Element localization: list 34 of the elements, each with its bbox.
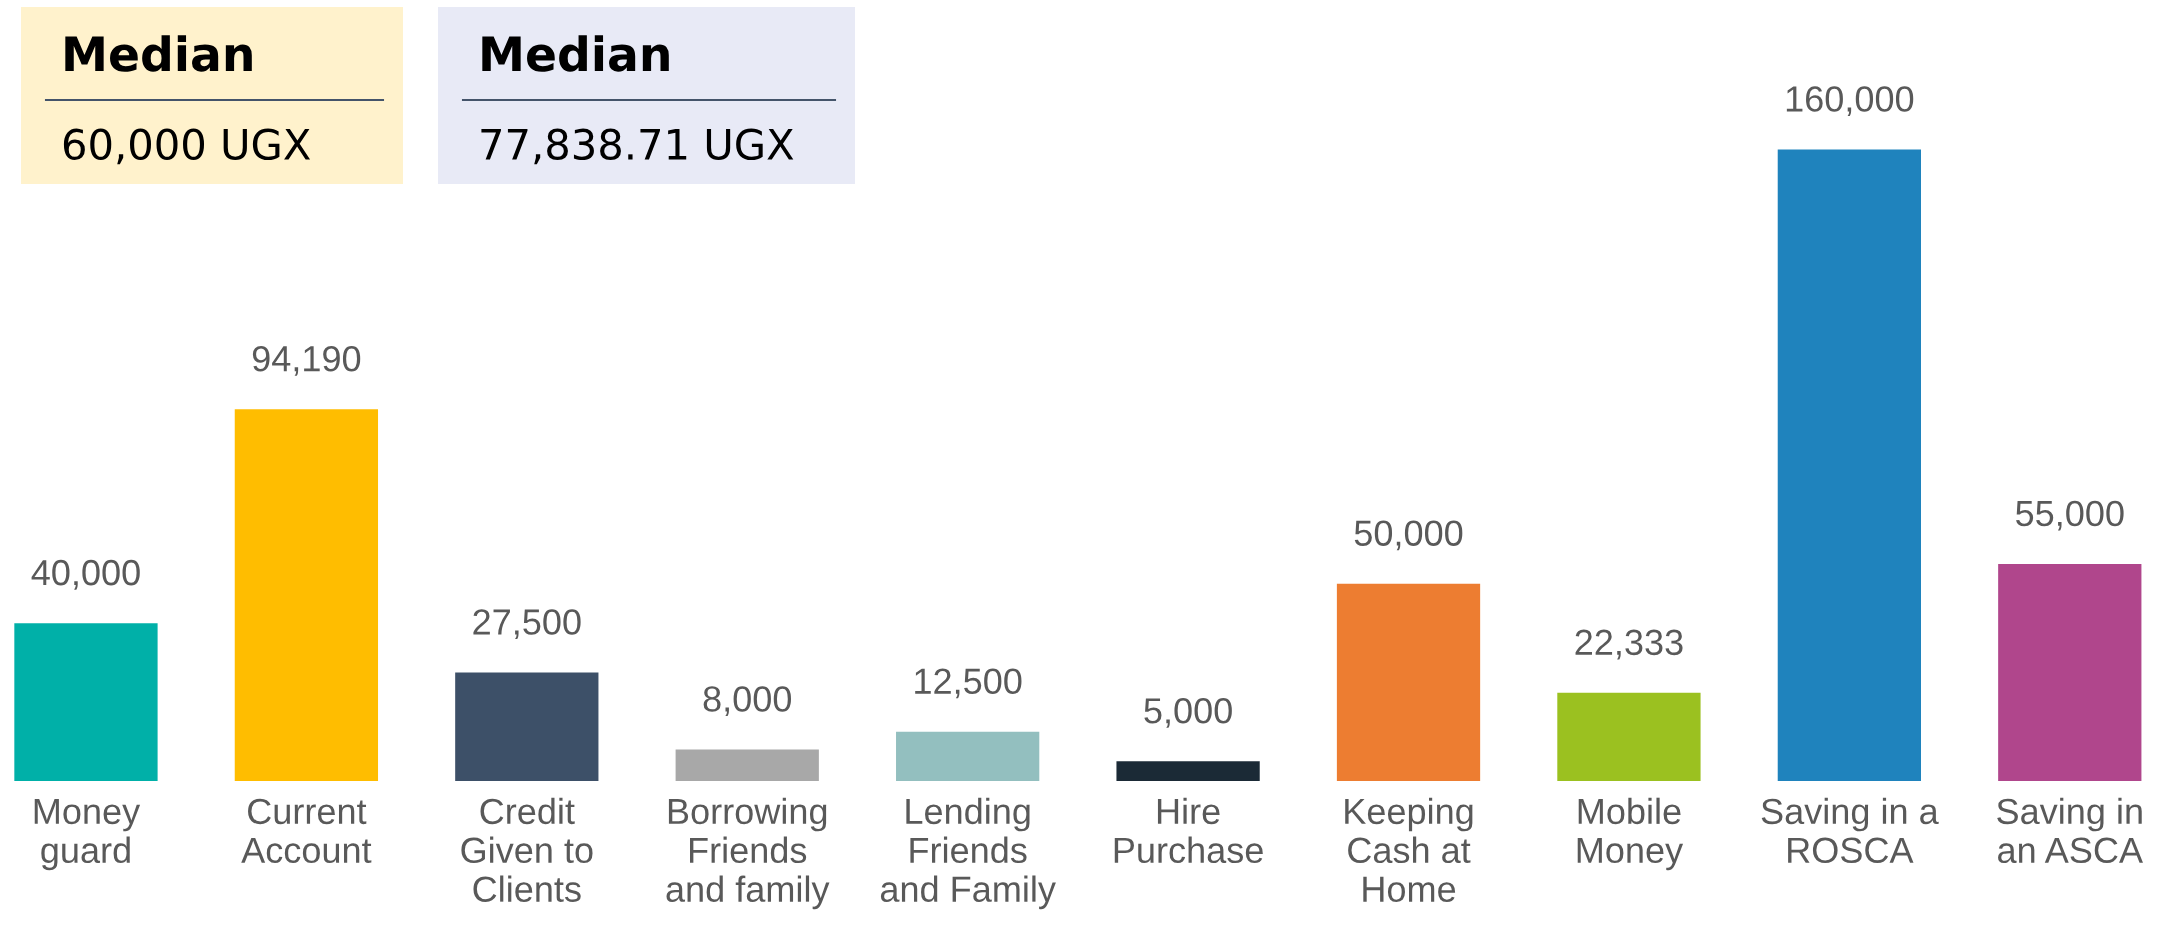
x-tick-label: Saving in an ASCA	[1997, 797, 2143, 864]
x-tick-label: Mobile Money	[1577, 797, 1684, 871]
annotation: 77,838.71 UGX	[481, 128, 794, 165]
x-tick-label: Current Account	[241, 798, 372, 864]
data-label: 12,500	[915, 668, 1022, 699]
x-tick-label: Money guard	[34, 799, 141, 871]
x-tick-label: Saving in a ROSCA	[1761, 797, 1939, 864]
x-tick-label: Hire Purchase	[1114, 797, 1263, 864]
x-tick-label: Borrowing Friends and family	[666, 797, 830, 910]
bar	[234, 409, 379, 782]
data-label: 55,000	[2016, 500, 2124, 531]
data-label: 8,000	[703, 686, 792, 717]
annotation: 60,000 UGX	[63, 128, 311, 165]
bar	[1777, 149, 1921, 782]
data-label: 5,000	[1144, 698, 1232, 728]
bar	[1116, 761, 1260, 782]
data-label: 94,190	[252, 345, 361, 376]
bar	[675, 749, 819, 782]
text: Median	[65, 35, 252, 72]
data-label: 160,000	[1786, 86, 1914, 116]
bar	[1336, 583, 1481, 782]
bar	[1557, 692, 1701, 782]
bar	[1998, 563, 2142, 782]
x-tick-label: Keeping Cash at Home	[1345, 797, 1473, 903]
bar	[455, 672, 599, 782]
data-label: 50,000	[1354, 520, 1463, 551]
x-tick-label: Lending Friends and Family	[880, 797, 1056, 910]
data-label: 27,500	[473, 609, 581, 640]
bar	[896, 731, 1040, 782]
x-tick-label: Credit Given to Clients	[461, 797, 593, 903]
bar	[14, 623, 158, 782]
data-label: 40,000	[31, 559, 140, 590]
text: Median	[482, 35, 669, 72]
data-label: 22,333	[1575, 629, 1683, 660]
